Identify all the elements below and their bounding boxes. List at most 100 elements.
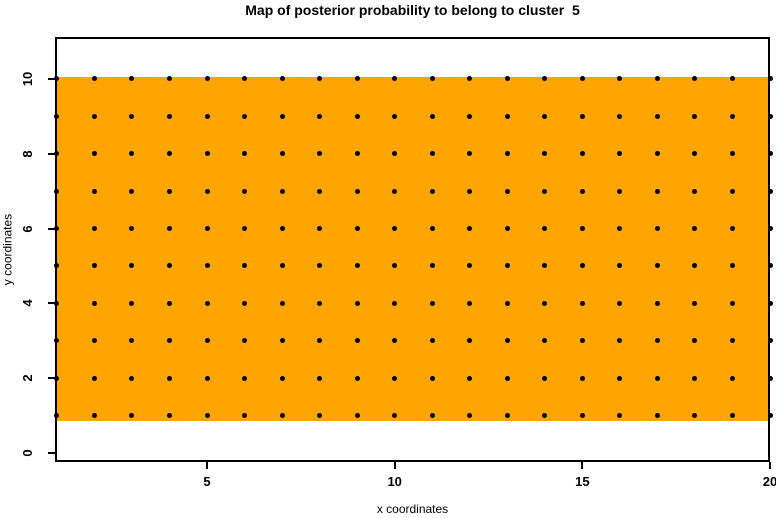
- data-point: [504, 300, 510, 306]
- data-point: [467, 188, 473, 194]
- data-point: [279, 113, 285, 119]
- data-point: [91, 226, 97, 232]
- data-point: [767, 76, 773, 82]
- data-point: [767, 188, 773, 194]
- data-point: [617, 263, 623, 269]
- data-point: [354, 300, 360, 306]
- data-point: [542, 300, 548, 306]
- data-point: [166, 226, 172, 232]
- data-point: [354, 263, 360, 269]
- data-point: [279, 188, 285, 194]
- data-point: [91, 113, 97, 119]
- data-point: [504, 375, 510, 381]
- data-point: [767, 226, 773, 232]
- data-point: [617, 113, 623, 119]
- data-point: [91, 338, 97, 344]
- data-point: [692, 76, 698, 82]
- data-point: [279, 76, 285, 82]
- data-point: [767, 113, 773, 119]
- x-tick-mark: [581, 462, 584, 469]
- data-point: [279, 413, 285, 419]
- data-point: [429, 226, 435, 232]
- data-point: [429, 263, 435, 269]
- data-point: [654, 76, 660, 82]
- data-point: [542, 76, 548, 82]
- data-point: [429, 151, 435, 157]
- data-point: [129, 151, 135, 157]
- data-point: [767, 263, 773, 269]
- data-point: [617, 188, 623, 194]
- data-point: [166, 338, 172, 344]
- data-point: [692, 226, 698, 232]
- data-point: [504, 226, 510, 232]
- data-point: [354, 76, 360, 82]
- data-point: [467, 151, 473, 157]
- data-point: [467, 226, 473, 232]
- cluster-region: [55, 77, 770, 421]
- data-point: [729, 76, 735, 82]
- data-point: [729, 151, 735, 157]
- data-point: [504, 413, 510, 419]
- data-point: [579, 113, 585, 119]
- data-point: [166, 375, 172, 381]
- data-point: [317, 375, 323, 381]
- data-point: [204, 226, 210, 232]
- data-point: [542, 263, 548, 269]
- data-point: [242, 263, 248, 269]
- data-point: [242, 413, 248, 419]
- data-point: [204, 263, 210, 269]
- data-point: [504, 76, 510, 82]
- data-point: [242, 375, 248, 381]
- data-point: [317, 113, 323, 119]
- data-point: [692, 413, 698, 419]
- data-point: [729, 375, 735, 381]
- data-point: [279, 300, 285, 306]
- data-point: [204, 300, 210, 306]
- data-point: [204, 151, 210, 157]
- plot-area: [54, 37, 773, 462]
- data-point: [242, 338, 248, 344]
- data-point: [429, 76, 435, 82]
- data-point: [617, 151, 623, 157]
- data-point: [617, 300, 623, 306]
- data-point: [204, 76, 210, 82]
- data-point: [129, 300, 135, 306]
- data-point: [317, 76, 323, 82]
- data-point: [242, 76, 248, 82]
- x-tick-label: 10: [387, 474, 402, 489]
- data-point: [354, 338, 360, 344]
- data-point: [392, 188, 398, 194]
- y-tick-mark: [48, 152, 55, 155]
- data-point: [392, 338, 398, 344]
- data-point: [654, 226, 660, 232]
- data-point: [242, 226, 248, 232]
- data-point: [542, 226, 548, 232]
- data-point: [91, 300, 97, 306]
- data-point: [429, 413, 435, 419]
- data-point: [91, 375, 97, 381]
- data-point: [317, 151, 323, 157]
- data-point: [91, 413, 97, 419]
- data-point: [654, 338, 660, 344]
- data-point: [129, 113, 135, 119]
- data-point: [729, 113, 735, 119]
- data-point: [579, 338, 585, 344]
- data-point: [317, 263, 323, 269]
- data-point: [767, 151, 773, 157]
- data-point: [617, 76, 623, 82]
- data-point: [542, 113, 548, 119]
- data-point: [129, 226, 135, 232]
- data-point: [129, 188, 135, 194]
- data-point: [129, 76, 135, 82]
- data-point: [166, 188, 172, 194]
- data-point: [204, 188, 210, 194]
- data-point: [729, 263, 735, 269]
- data-point: [579, 151, 585, 157]
- data-point: [579, 413, 585, 419]
- data-point: [166, 151, 172, 157]
- data-point: [654, 263, 660, 269]
- data-point: [429, 188, 435, 194]
- data-point: [392, 375, 398, 381]
- data-point: [654, 413, 660, 419]
